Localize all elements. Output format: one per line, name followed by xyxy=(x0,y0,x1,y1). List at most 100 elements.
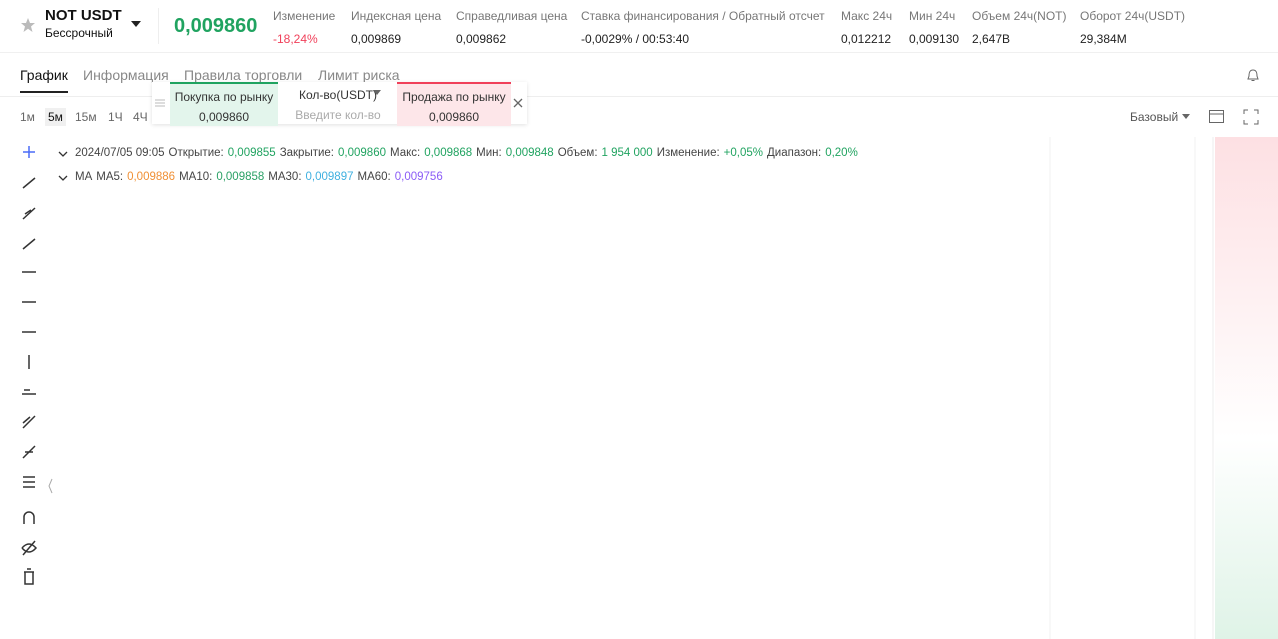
info-item: Открытие: xyxy=(168,147,224,159)
info-item: 2024/07/05 09:05 xyxy=(75,147,165,159)
ruler-tool[interactable] xyxy=(22,389,36,395)
stat: Индексная цена 0,009869 xyxy=(351,9,441,46)
stat: Макс 24ч 0,012212 xyxy=(841,9,892,46)
tab-bar: График Информация Правила торговли Лимит ри… xyxy=(0,60,1278,97)
tab[interactable]: Лимит риска xyxy=(318,67,400,83)
tab-underline xyxy=(20,91,68,93)
stat-value: -18,24% xyxy=(273,32,318,46)
stat-value: 0,009130 xyxy=(909,32,960,46)
info-item: 0,009860 xyxy=(338,147,386,159)
interval[interactable]: 15м xyxy=(75,110,97,124)
trend-tool[interactable] xyxy=(22,238,36,250)
stat-label: Макс 24ч xyxy=(841,9,893,23)
legend-toggles[interactable] xyxy=(58,150,68,184)
stat-label: Изменение xyxy=(273,9,336,23)
chart-style[interactable]: Базовый xyxy=(1130,110,1179,124)
stat-label: Ставка финансирования / Обратный отсчет xyxy=(581,9,825,23)
buy-market[interactable]: Покупка по рынку 0,009860 xyxy=(170,82,278,126)
info-item: Объем: xyxy=(557,147,598,159)
qty-dropdown[interactable] xyxy=(372,89,382,97)
symbol-dropdown[interactable] xyxy=(130,19,142,29)
stat: Оборот 24ч(USDT) 29,384M xyxy=(1080,9,1185,46)
tab[interactable]: Правила торговли xyxy=(184,67,303,83)
divider xyxy=(158,8,159,44)
info-item: MA xyxy=(75,171,93,183)
header: NOT USDT Бессрочный 0,009860 Изменение -1… xyxy=(0,0,1278,53)
collapse-toolbar[interactable] xyxy=(48,478,53,494)
close-widget[interactable] xyxy=(513,98,523,108)
stat-label: Справедливая цена xyxy=(456,9,568,23)
chart-style-dropdown[interactable] xyxy=(1181,113,1191,121)
sell-price: 0,009860 xyxy=(428,110,480,124)
info-item: 0,009855 xyxy=(227,147,276,159)
drawing-toolbar xyxy=(21,146,53,585)
hide-tool[interactable] xyxy=(21,540,37,556)
fullscreen-button[interactable] xyxy=(1243,109,1259,125)
info-item: MA5: xyxy=(96,171,124,183)
sell-label: Продажа по рынку xyxy=(402,90,506,104)
ohlc-info: 2024/07/05 09:05 Открытие: 0,009855 Закрыти… xyxy=(75,147,866,159)
buy-label: Покупка по рынку xyxy=(174,90,274,104)
stat-value: 0,012212 xyxy=(841,32,892,46)
ma-info: MA MA5: 0,009886 MA10: 0,009858 MA30: 0,009897… xyxy=(75,171,451,183)
crosshair-tool[interactable] xyxy=(23,146,35,158)
info-item: 0,009858 xyxy=(216,171,265,183)
stat-value: -0,0029% / 00:53:40 xyxy=(581,32,690,46)
contract-type: Бессрочный xyxy=(45,26,113,40)
last-price: 0,009860 xyxy=(174,15,258,37)
stat-value: 29,384M xyxy=(1080,32,1127,46)
tab[interactable]: График xyxy=(20,67,68,83)
ohlc-values: 2024/07/05 09:05 Открытие: 0,009855 Закрыти… xyxy=(75,147,862,159)
stat: Ставка финансирования / Обратный отсчет -… xyxy=(581,9,825,46)
info-item: 0,009756 xyxy=(394,171,443,183)
notification-bell[interactable] xyxy=(1245,68,1261,84)
stat: Мин 24ч 0,009130 xyxy=(909,9,959,46)
info-item: 0,009848 xyxy=(505,147,554,159)
info-item: 0,009897 xyxy=(305,171,354,183)
info-item: Макс: xyxy=(389,147,421,159)
pattern-tool[interactable] xyxy=(22,445,36,459)
info-item: 0,009868 xyxy=(424,147,473,159)
ray-tool[interactable] xyxy=(22,207,36,220)
line-tool[interactable] xyxy=(22,177,36,189)
qty-input[interactable]: Кол-во(USDT) Введите кол-во xyxy=(280,82,396,124)
info-item: Изменение: xyxy=(656,147,720,159)
info-item: Диапазон: xyxy=(767,147,822,159)
stat-label: Индексная цена xyxy=(351,9,442,23)
fib-tool[interactable] xyxy=(23,476,35,488)
magnet-tool[interactable] xyxy=(23,511,35,524)
stat: Справедливая цена 0,009862 xyxy=(456,9,567,46)
stat-label: Мин 24ч xyxy=(909,9,956,23)
symbol[interactable]: NOT USDT xyxy=(45,7,122,24)
info-item: MA30: xyxy=(268,171,302,183)
info-item: MA60: xyxy=(357,171,391,183)
stat-label: Оборот 24ч(USDT) xyxy=(1080,9,1186,23)
interval[interactable]: 1Ч xyxy=(108,110,123,124)
qty-label: Кол-во(USDT) xyxy=(299,88,377,102)
layout-button[interactable] xyxy=(1208,108,1226,126)
tab[interactable]: Информация xyxy=(83,67,169,83)
qty-placeholder: Введите кол-во xyxy=(295,108,381,122)
plot xyxy=(21,137,1278,639)
info-item: Закрытие: xyxy=(279,147,335,159)
stat: Объем 24ч(NOT) 2,647B xyxy=(972,9,1067,46)
ma-values: MA MA5: 0,009886 MA10: 0,009858 MA30: 0,009897… xyxy=(75,171,447,183)
channel-tool[interactable] xyxy=(22,415,36,429)
drag-handle[interactable] xyxy=(154,98,166,108)
interval[interactable]: 1м xyxy=(20,110,35,124)
info-item: 1 954 000 xyxy=(601,147,653,159)
favorite-star[interactable] xyxy=(20,17,36,33)
stat-value: 0,009869 xyxy=(351,32,402,46)
sell-market[interactable]: Продажа по рынку 0,009860 xyxy=(397,82,511,126)
interval[interactable]: 5м xyxy=(45,108,66,126)
stat-value: 0,009862 xyxy=(456,32,507,46)
info-item: MA10: xyxy=(179,171,213,183)
stat-label: Объем 24ч(NOT) xyxy=(972,9,1067,23)
info-item: 0,20% xyxy=(825,147,858,159)
interval[interactable]: 4Ч xyxy=(133,110,148,124)
order-widget: Покупка по рынку 0,009860 Кол-во(USDT) В… xyxy=(152,82,527,126)
stat-value: 2,647B xyxy=(972,32,1011,46)
delete-tool[interactable] xyxy=(24,568,34,585)
chart xyxy=(21,137,1278,639)
stat: Изменение -18,24% xyxy=(273,9,335,46)
